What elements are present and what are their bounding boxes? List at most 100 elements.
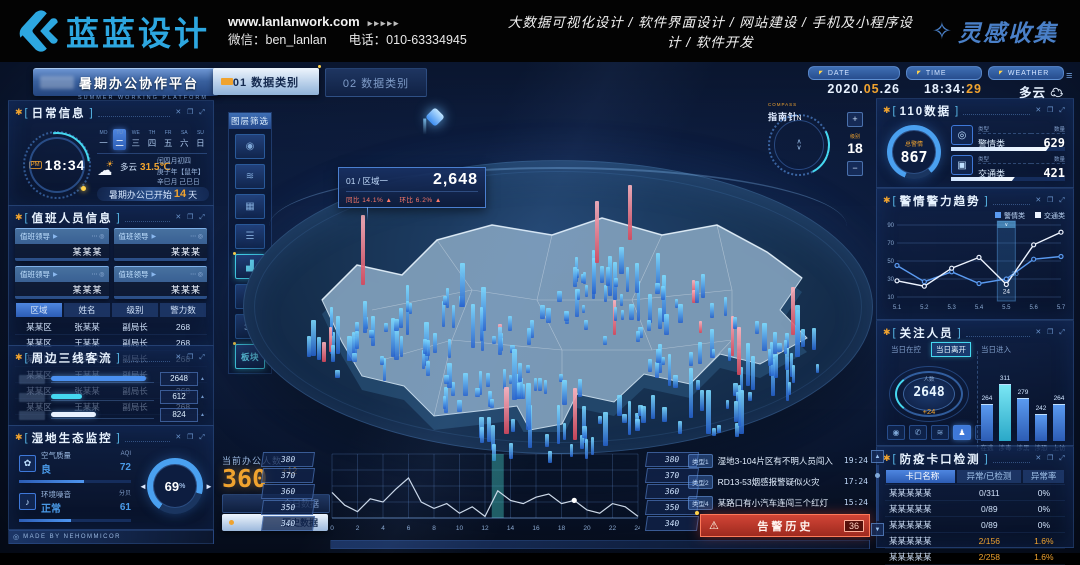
svg-text:8: 8 [432,525,436,532]
zoom-out-button[interactable]: − [847,161,863,176]
panel-window-buttons[interactable]: ✕ ❐ ⤢ [175,354,207,361]
zoom-level-value: 18 [847,140,863,156]
checkpoint-header: 卡口名称 异常/已检测 异常率 [885,469,1065,485]
phone-icon[interactable]: ✆ [909,425,927,440]
layer-filter-title: 图层筛选 [229,113,271,129]
header-date: DATE 2020.05.26 [808,66,900,96]
scroll-up-button[interactable]: ▲ [871,450,884,463]
y-axis-value-box: 360 [260,484,316,499]
person-icon[interactable]: ♟ [953,425,971,440]
duty-leader-card[interactable]: 值班领导 ▶ ⋯ ◎ 某某某 [113,228,207,261]
clock-dot [81,186,86,191]
svg-text:70: 70 [887,241,894,247]
focus-tab[interactable]: 当日进入 [981,345,1011,354]
camera-icon[interactable]: ◉ [235,134,265,159]
checkpoint-table: 卡口名称 异常/已检测 异常率 某某某某某 0/311 0% 某某某某某 0/89 0% 某某某某… [885,469,1065,565]
time-label: TIME [906,66,982,80]
focus-bar: 279涉黑 [1017,389,1030,452]
duty-leader-card[interactable]: 值班领导 ▶ ⋯ ◎ 某某某 [15,228,109,261]
list-icon[interactable]: ☰ [235,224,265,249]
gear-icon: ◎ [13,534,20,541]
checkpoint-row[interactable]: 某某某某某 0/311 0% [885,485,1065,501]
platform-title: 暑期办公协作平台 [79,76,200,91]
scroll-track[interactable] [875,465,880,521]
focus-tab[interactable]: 当日离开 [931,342,971,357]
blurred-logo [40,76,74,89]
weekday-cell[interactable]: SA 六 [180,130,189,148]
svg-text:20: 20 [583,525,591,532]
checkpoint-row[interactable]: 某某某某某 0/89 0% [885,501,1065,517]
panel-window-buttons[interactable]: ✕ ❐ ⤢ [1035,455,1067,462]
panel-window-buttons[interactable]: ✕ ❐ ⤢ [175,214,207,221]
alarm-progress-bar [951,147,1065,151]
signal-icon[interactable]: ≋ [235,164,265,189]
tab-data-category-2[interactable]: 02 数据类别 [325,68,427,97]
weekday-cell[interactable]: FR 五 [163,130,173,148]
checkpoint-row[interactable]: 某某某某某 2/156 1.6% [885,533,1065,549]
duty-leader-card[interactable]: 值班领导 ▶ ⋯ ◎ 某某某 [15,266,109,299]
grid-icon[interactable]: ▦ [235,194,265,219]
panel-110-data: ✱[ 110数据] ✕ ❐ ⤢ 总警情 867 ◎ 类型 警情类 数量 629 ▣ 类型 交通类… [876,98,1074,188]
analog-clock: PM 18:34 [23,131,91,199]
panel-window-buttons[interactable]: ✕ ❐ ⤢ [175,109,207,116]
weekday-cell[interactable]: TH 四 [147,130,157,148]
svg-text:12: 12 [481,525,489,532]
alert-history-button[interactable]: ⚠ 告警历史 36 [695,511,870,537]
lunar-calendar: 闰四月初四 庚子年【鼠年】 辛巳月 己巳日 [157,158,205,187]
svg-text:24: 24 [634,525,640,532]
brand-banner: 蓝蓝设计 www.lanlanwork.com ▸▸▸▸▸ 微信：ben_lanl… [0,0,1080,62]
services-list: 大数据可视化设计 / 软件界面设计 / 网站建设 / 手机及小程序设计 / 软件… [507,15,913,50]
compass-widget: COMPASS 指南针 N ∧ ∨ + 级别 18 − [768,102,872,184]
scroll-down-button[interactable]: ▼ [871,523,884,536]
checkpoint-row[interactable]: 某某某某某 2/258 1.6% [885,549,1065,565]
wechat-id: 微信：ben_lanlan [228,33,327,48]
phone-number: 电话：010-63334945 [348,33,467,48]
inspiration-collect[interactable]: ✧ 灵感收集 [931,17,1058,47]
weekday-cell[interactable]: MO 一 [99,130,108,148]
panel-window-buttons[interactable]: ✕ ❐ ⤢ [1035,107,1067,114]
svg-text:10: 10 [887,295,894,301]
wifi-icon[interactable]: ≋ [931,425,949,440]
notify-dot [318,65,321,68]
y-axis-value-box: 340 [260,516,316,531]
panel-window-buttons[interactable]: ✕ ❐ ⤢ [1035,197,1067,204]
region-map[interactable] [262,180,862,432]
weekday-cell[interactable]: WE 三 [131,130,141,148]
weekday-cell[interactable]: SU 日 [196,130,205,148]
website-link[interactable]: www.lanlanwork.com [228,13,360,29]
focus-bar: 264在逃 [981,395,994,452]
panel-duty-staff: ✱[ 值班人员信息] ✕ ❐ ⤢ 值班领导 ▶ ⋯ ◎ 某某某 值班领导 ▶ ⋯ ◎ 某某某值… [8,205,214,415]
panel-passenger-flow: ✱[ 周边三线客流] ✕ ❐ ⤢ 2648 ▲ 612 ▲ 824 ▲ [8,345,214,426]
camera-icon[interactable]: ◉ [887,425,905,440]
blurred-label [19,410,45,420]
contact-info: www.lanlanwork.com ▸▸▸▸▸ 微信：ben_lanlan 电话：… [228,12,489,50]
compass-dial[interactable]: N ∧ ∨ [768,114,830,176]
focus-bar-chart: 264在逃 311涉毒 279涉黑 242涉恐 264上访 [977,351,1068,453]
menu-icon[interactable]: ≡ [1066,70,1073,82]
alert-row[interactable]: 类型1 湿地3-104片区有不明人员闯入 19:24 [688,450,868,471]
duty-leader-card[interactable]: 值班领导 ▶ ⋯ ◎ 某某某 [113,266,207,299]
tab-data-category-1[interactable]: 01 数据类别 [213,65,321,95]
header-weather: WEATHER 多云 ☁ [988,66,1064,100]
checkpoint-row[interactable]: 某某某某某 0/89 0% [885,517,1065,533]
focus-tab[interactable]: 当日在控 [891,345,921,354]
trend-line-chart: 90 70 50 30 10 ∨ 30 24 5.1 5.2 5.3 5.4 5.5 5.6 5.7 [881,219,1069,324]
office-line-chart: 0 2 4 6 8 10 12 14 16 18 20 22 24 [330,450,642,541]
panel-window-buttons[interactable]: ✕ ❐ ⤢ [1035,329,1067,336]
gauge-left-arrow[interactable]: ◄ [139,482,147,491]
weekday-cell[interactable]: TU 二 [113,129,127,150]
alert-row[interactable]: 类型4 某路口有小汽车连闯三个红灯 15:24 [688,492,868,513]
divider [97,153,207,154]
platform-subtitle: SUMMER WORKING PLATFORM [78,95,208,101]
svg-text:6: 6 [407,525,411,532]
flow-bar-row: 824 ▲ [19,408,205,422]
svg-text:50: 50 [887,259,894,265]
zoom-in-button[interactable]: + [847,112,863,127]
alert-row[interactable]: 类型2 RD13-53烟感报警疑似火灾 17:24 [688,471,868,492]
panel-window-buttons[interactable]: ✕ ❐ ⤢ [175,434,207,441]
lanlan-logo-icon [19,10,58,52]
gauge-right-arrow[interactable]: ► [205,482,213,491]
flow-value: 612 [160,390,199,404]
trend-legend: 警情类 交通类 [995,211,1065,221]
